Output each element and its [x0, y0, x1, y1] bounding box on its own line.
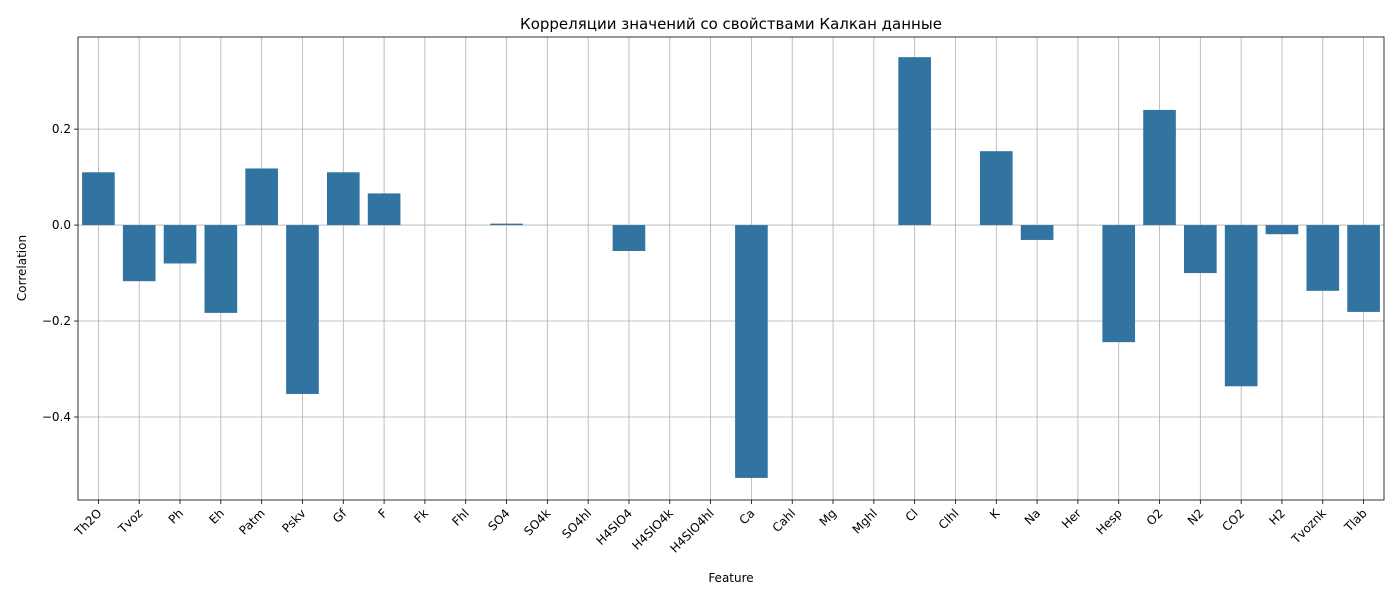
bar-patm [245, 168, 278, 226]
bar-cl [898, 57, 931, 226]
x-tick-label: H4SIO4hl [667, 506, 716, 555]
bars [82, 57, 1380, 478]
x-tick-label: Na [1022, 506, 1043, 527]
x-tick-label: O2 [1144, 506, 1166, 528]
bar-hesp [1102, 225, 1136, 343]
y-axis-ticks: 0.2 0.0 −0.2 −0.4 [42, 122, 78, 424]
x-tick-label: SO4k [521, 506, 553, 538]
bar-so4 [490, 223, 523, 226]
x-tick-label: Mghl [850, 506, 880, 536]
x-axis-label: Feature [708, 571, 753, 585]
bar-n2 [1184, 225, 1217, 274]
bar-ph [163, 225, 197, 264]
bar-na [1020, 225, 1054, 240]
bar-tvoznk [1306, 225, 1340, 291]
bar-ca [735, 225, 768, 478]
x-tick-label: Cl [903, 506, 921, 524]
bar-eh [204, 225, 238, 313]
grid-lines [78, 37, 1384, 500]
x-tick-label: Gf [330, 506, 350, 526]
x-tick-label: H4SIO4 [593, 506, 635, 548]
x-tick-label: SO4hl [559, 506, 594, 541]
x-tick-label: F [375, 506, 390, 521]
bar-h4sio4 [612, 225, 646, 251]
bar-th2o [82, 172, 115, 226]
y-tick-label: −0.4 [42, 410, 71, 424]
x-tick-label: H2 [1266, 506, 1288, 528]
x-tick-label: Fhl [449, 506, 472, 529]
x-tick-label: K [987, 505, 1003, 521]
y-tick-label: 0.0 [52, 218, 71, 232]
bar-o2 [1143, 109, 1176, 226]
x-tick-label: Hesp [1094, 506, 1125, 537]
x-tick-label: Tlab [1341, 506, 1370, 535]
bar-gf [326, 172, 360, 226]
x-tick-label: SO4 [485, 506, 512, 533]
x-tick-label: Tvoznk [1288, 506, 1329, 547]
x-tick-label: Patm [236, 506, 267, 537]
x-tick-label: Ca [737, 506, 758, 527]
x-tick-label: N2 [1185, 506, 1207, 528]
bar-pskv [286, 225, 319, 394]
y-tick-label: −0.2 [42, 314, 71, 328]
x-tick-label: Tvoz [115, 506, 145, 536]
x-tick-label: Ph [166, 506, 186, 526]
x-axis-ticks: Th2O Tvoz Ph Eh Patm Pskv Gf F Fk Fhl SO4 SO4k SO4hl… [71, 500, 1370, 556]
bar-h2 [1265, 225, 1299, 235]
chart-title: Корреляции значений со свойствами Калкан… [520, 15, 942, 33]
y-axis-label: Correlation [15, 235, 29, 301]
x-tick-label: Mg [817, 506, 840, 529]
x-tick-label: Fk [411, 506, 431, 526]
bar-tlab [1347, 225, 1380, 312]
y-tick-label: 0.2 [52, 122, 71, 136]
x-tick-label: Eh [206, 506, 227, 527]
x-tick-label: Her [1059, 506, 1084, 531]
bar-k [979, 151, 1013, 226]
plot-frame [77, 36, 1385, 501]
x-tick-label: Cahl [770, 506, 799, 535]
bar-f [367, 193, 401, 226]
x-tick-label: Pskv [279, 506, 308, 535]
x-tick-label: CO2 [1219, 506, 1247, 534]
bar-co2 [1224, 225, 1258, 387]
bar-tvoz [122, 225, 156, 282]
x-tick-label: Clhl [936, 506, 962, 532]
x-tick-label: Th2O [71, 506, 104, 539]
